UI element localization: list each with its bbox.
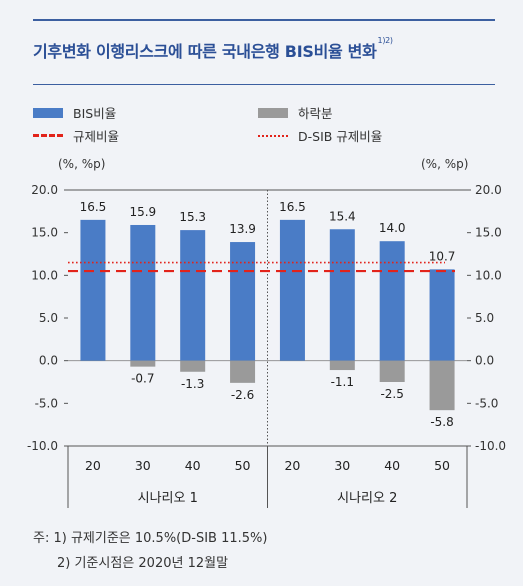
left-axis-unit: (%, %p) bbox=[58, 157, 106, 171]
decline-bar bbox=[180, 360, 206, 372]
footnote-1: 주: 1) 규제기준은 10.5%(D-SIB 11.5%) bbox=[33, 531, 268, 546]
decline-value-label: -2.6 bbox=[231, 388, 254, 402]
decline-bar bbox=[130, 360, 156, 367]
x-category-label: 30 bbox=[135, 458, 151, 473]
y-tick-label-right: 10.0 bbox=[475, 268, 502, 282]
legend-dsib-label: D-SIB 규제비율 bbox=[298, 129, 383, 144]
right-axis-unit: (%, %p) bbox=[421, 157, 469, 171]
legend-reg-swatch bbox=[33, 134, 63, 137]
bis-bar bbox=[130, 224, 156, 361]
y-tick-label-right: 20.0 bbox=[475, 183, 502, 197]
y-tick-label-left: 10.0 bbox=[31, 268, 58, 282]
bis-value-label: 13.9 bbox=[229, 222, 256, 236]
legend-reg-label: 규제비율 bbox=[73, 129, 120, 144]
footnote-2: 2) 기준시점은 2020년 12월말 bbox=[57, 556, 229, 571]
legend-decline-swatch bbox=[258, 107, 288, 118]
y-tick-label-right: 15.0 bbox=[475, 226, 502, 240]
x-category-label: 50 bbox=[434, 458, 450, 473]
legend-reg: 규제비율 bbox=[33, 126, 119, 145]
bis-value-label: 16.5 bbox=[80, 200, 107, 214]
bis-bar bbox=[180, 230, 206, 361]
bis-value-label: 16.5 bbox=[279, 200, 306, 214]
decline-bar bbox=[230, 360, 256, 383]
legend-decline-label: 하락분 bbox=[298, 106, 333, 121]
legend-bis-label: BIS비율 bbox=[73, 106, 117, 121]
title-rule bbox=[33, 84, 495, 85]
bis-value-label: 15.3 bbox=[179, 210, 206, 224]
legend-decline: 하락분 bbox=[258, 103, 333, 122]
x-category-label: 40 bbox=[384, 458, 400, 473]
y-tick-label-left: 0.0 bbox=[39, 354, 58, 368]
bis-bar bbox=[230, 242, 256, 361]
top-rule bbox=[33, 19, 495, 21]
bis-bar bbox=[80, 219, 106, 361]
x-category-label: 20 bbox=[85, 458, 101, 473]
x-category-label: 30 bbox=[334, 458, 350, 473]
legend-bis-swatch bbox=[33, 107, 63, 118]
y-tick-label-right: -5.0 bbox=[475, 396, 498, 410]
scenario-group-label: 시나리오 1 bbox=[138, 491, 198, 506]
decline-value-label: -5.8 bbox=[430, 415, 453, 429]
decline-bar bbox=[429, 360, 455, 411]
bis-value-label: 15.9 bbox=[129, 205, 156, 219]
x-category-label: 40 bbox=[185, 458, 201, 473]
y-tick-label-right: -10.0 bbox=[475, 439, 506, 453]
y-tick-label-right: 0.0 bbox=[475, 354, 494, 368]
bis-value-label: 10.7 bbox=[429, 249, 456, 263]
bis-value-label: 15.4 bbox=[329, 209, 356, 223]
x-category-label: 50 bbox=[235, 458, 251, 473]
bis-bar bbox=[329, 229, 355, 361]
decline-value-label: -0.7 bbox=[131, 372, 154, 386]
y-tick-label-left: 5.0 bbox=[39, 311, 58, 325]
decline-bar bbox=[379, 360, 405, 382]
decline-bar bbox=[329, 360, 355, 371]
bis-value-label: 14.0 bbox=[379, 221, 406, 235]
bis-bar bbox=[279, 219, 305, 361]
bis-bar bbox=[429, 269, 455, 361]
legend-dsib: D-SIB 규제비율 bbox=[258, 126, 382, 145]
chart-title: 기후변화 이행리스크에 따른 국내은행 BIS비율 변화1)2) bbox=[33, 36, 503, 62]
y-tick-label-left: 15.0 bbox=[31, 226, 58, 240]
decline-value-label: -2.5 bbox=[380, 387, 403, 401]
bis-bar bbox=[379, 241, 405, 361]
chart-title-text: 기후변화 이행리스크에 따른 국내은행 BIS비율 변화 bbox=[33, 42, 377, 61]
legend-bis: BIS비율 bbox=[33, 103, 116, 122]
decline-value-label: -1.1 bbox=[331, 375, 354, 389]
y-tick-label-left: -5.0 bbox=[35, 396, 58, 410]
legend-dsib-swatch bbox=[258, 134, 288, 137]
y-tick-label-left: 20.0 bbox=[31, 183, 58, 197]
x-category-label: 20 bbox=[284, 458, 300, 473]
y-tick-label-left: -10.0 bbox=[27, 439, 58, 453]
y-tick-label-right: 5.0 bbox=[475, 311, 494, 325]
scenario-group-label: 시나리오 2 bbox=[337, 491, 397, 506]
decline-value-label: -1.3 bbox=[181, 377, 204, 391]
title-footnote-marks: 1)2) bbox=[377, 36, 394, 45]
